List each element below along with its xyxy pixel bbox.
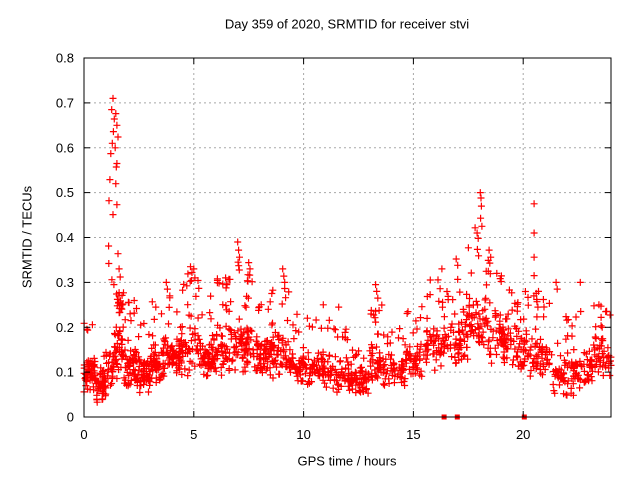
svg-text:0: 0: [67, 410, 74, 425]
svg-text:10: 10: [296, 427, 310, 442]
svg-text:0.7: 0.7: [56, 95, 74, 110]
svg-text:0.6: 0.6: [56, 140, 74, 155]
svg-text:0.3: 0.3: [56, 275, 74, 290]
chart-title: Day 359 of 2020, SRMTID for receiver stv…: [224, 16, 470, 32]
plot-border: [83, 57, 612, 418]
svg-text:0: 0: [80, 427, 87, 442]
svg-text:5: 5: [190, 427, 197, 442]
svg-text:20: 20: [516, 427, 530, 442]
svg-text:0.5: 0.5: [56, 185, 74, 200]
svg-text:0.2: 0.2: [56, 320, 74, 335]
scatter-points: [80, 94, 615, 406]
svg-text:15: 15: [406, 427, 420, 442]
y-axis-label: SRMTID / TECUs: [19, 185, 35, 289]
svg-text:0.8: 0.8: [56, 51, 74, 66]
svg-text:0.1: 0.1: [56, 365, 74, 380]
x-axis-label: GPS time / hours: [297, 453, 397, 469]
svg-text:0.4: 0.4: [56, 230, 74, 245]
tick-labels: 0 5 10 15 20 0 0.1 0.2 0.3 0.4 0.5 0.6 0.7 0.8: [56, 51, 531, 443]
